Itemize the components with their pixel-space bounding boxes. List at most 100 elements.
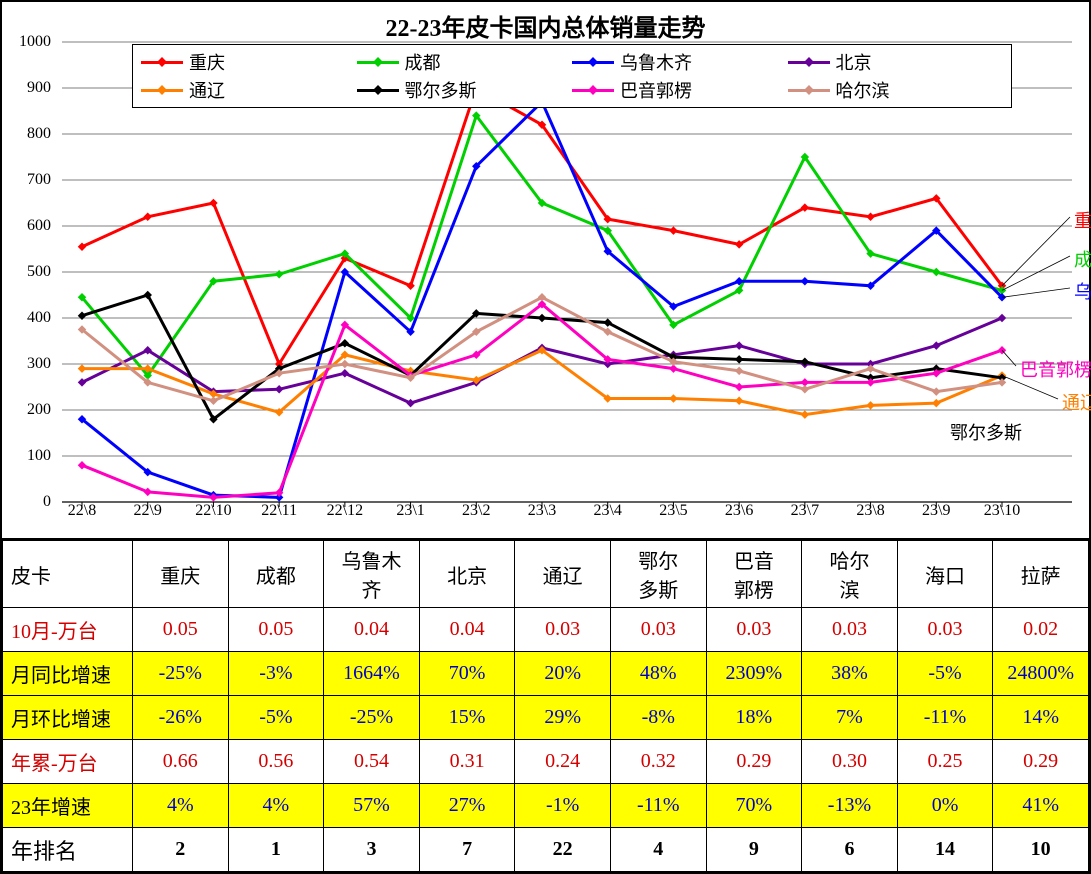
row-label: 年排名: [3, 828, 133, 872]
table-column-header: 巴音郭楞: [706, 541, 802, 608]
table-cell: 48%: [610, 652, 706, 696]
table-cell: 3: [324, 828, 420, 872]
table-cell: 70%: [706, 784, 802, 828]
table-column-header: 北京: [419, 541, 515, 608]
plot-area: [62, 42, 1072, 502]
table-cell: 7: [419, 828, 515, 872]
series-marker: [209, 199, 217, 207]
legend-item: 乌鲁木齐: [572, 49, 788, 75]
series-marker: [275, 270, 283, 278]
table-cell: 4: [610, 828, 706, 872]
x-tick-label: 22\11: [261, 502, 297, 520]
series-marker: [735, 397, 743, 405]
legend-label: 成都: [405, 49, 441, 75]
table-cell: 1664%: [324, 652, 420, 696]
series-marker: [866, 378, 874, 386]
table-cell: -13%: [802, 784, 898, 828]
legend-swatch: [572, 89, 614, 92]
legend-swatch: [357, 89, 399, 92]
series-marker: [998, 378, 1006, 386]
legend-swatch: [141, 89, 183, 92]
table-cell: 57%: [324, 784, 420, 828]
x-tick-label: 23\1: [396, 502, 424, 520]
x-tick-label: 23\4: [593, 502, 621, 520]
plot-svg: [62, 42, 1072, 502]
table-cell: 20%: [515, 652, 611, 696]
x-tick-label: 23\2: [462, 502, 490, 520]
table-cell: 38%: [802, 652, 898, 696]
series-marker: [78, 311, 86, 319]
table-cell: 0.56: [228, 740, 324, 784]
table-cell: 0.25: [897, 740, 993, 784]
table-cell: 4%: [133, 784, 229, 828]
legend-label: 鄂尔多斯: [405, 77, 477, 103]
series-marker: [866, 213, 874, 221]
row-label: 月同比增速: [3, 652, 133, 696]
series-marker: [801, 277, 809, 285]
table-column-header: 通辽: [515, 541, 611, 608]
y-tick-label: 800: [27, 125, 51, 143]
legend-swatch: [357, 61, 399, 64]
y-tick-label: 100: [27, 447, 51, 465]
table-row: 23年增速4%4%57%27%-1%-11%70%-13%0%41%: [3, 784, 1089, 828]
table-cell: 1: [228, 828, 324, 872]
series-marker: [669, 394, 677, 402]
series-line: [82, 295, 1002, 419]
series-end-label: 乌鲁木齐: [1074, 278, 1091, 304]
table-row: 10月-万台0.050.050.040.040.030.030.030.030.…: [3, 608, 1089, 652]
table-cell: 4%: [228, 784, 324, 828]
legend-item: 鄂尔多斯: [357, 77, 573, 103]
table-row: 月同比增速-25%-3%1664%70%20%48%2309%38%-5%248…: [3, 652, 1089, 696]
table-cell: 0.32: [610, 740, 706, 784]
table-cell: 9: [706, 828, 802, 872]
table-column-header: 成都: [228, 541, 324, 608]
series-marker: [801, 410, 809, 418]
table-column-header: 重庆: [133, 541, 229, 608]
series-end-label: 重庆: [1074, 207, 1091, 233]
table-cell: -25%: [133, 652, 229, 696]
table-cell: 22: [515, 828, 611, 872]
series-end-label: 巴音郭楞: [1020, 356, 1091, 382]
legend-label: 通辽: [189, 77, 225, 103]
table-cell: 0.24: [515, 740, 611, 784]
series-marker: [932, 387, 940, 395]
x-tick-label: 22\10: [195, 502, 231, 520]
table-cell: -11%: [897, 696, 993, 740]
line-chart: 22-23年皮卡国内总体销量走势 01002003004005006007008…: [2, 2, 1089, 540]
x-tick-label: 22\9: [133, 502, 161, 520]
x-tick-label: 23\3: [528, 502, 556, 520]
table-cell: 41%: [993, 784, 1089, 828]
series-end-label: 成都: [1074, 246, 1091, 272]
table-cell: -25%: [324, 696, 420, 740]
table-row: 月环比增速-26%-5%-25%15%29%-8%18%7%-11%14%: [3, 696, 1089, 740]
x-tick-label: 23\9: [922, 502, 950, 520]
table-cell: 0.03: [897, 608, 993, 652]
series-marker: [78, 461, 86, 469]
legend-swatch: [788, 61, 830, 64]
legend: 重庆成都乌鲁木齐北京通辽鄂尔多斯巴音郭楞哈尔滨: [132, 44, 1012, 108]
table-cell: 0.31: [419, 740, 515, 784]
table-cell: 18%: [706, 696, 802, 740]
series-marker: [538, 314, 546, 322]
x-tick-label: 22\12: [327, 502, 363, 520]
x-tick-label: 23\7: [791, 502, 819, 520]
table-cell: 2309%: [706, 652, 802, 696]
table-cell: -3%: [228, 652, 324, 696]
legend-item: 巴音郭楞: [572, 77, 788, 103]
series-marker: [735, 355, 743, 363]
y-tick-label: 500: [27, 263, 51, 281]
x-tick-label: 23\5: [659, 502, 687, 520]
table-corner-cell: 皮卡: [3, 541, 133, 608]
series-marker: [275, 385, 283, 393]
legend-label: 北京: [836, 49, 872, 75]
table-cell: -5%: [228, 696, 324, 740]
series-marker: [932, 399, 940, 407]
row-label: 年累-万台: [3, 740, 133, 784]
legend-swatch: [141, 61, 183, 64]
table-cell: 15%: [419, 696, 515, 740]
legend-label: 巴音郭楞: [620, 77, 692, 103]
table-cell: 0.29: [993, 740, 1089, 784]
series-marker: [998, 314, 1006, 322]
table-column-header: 乌鲁木齐: [324, 541, 420, 608]
series-marker: [735, 341, 743, 349]
